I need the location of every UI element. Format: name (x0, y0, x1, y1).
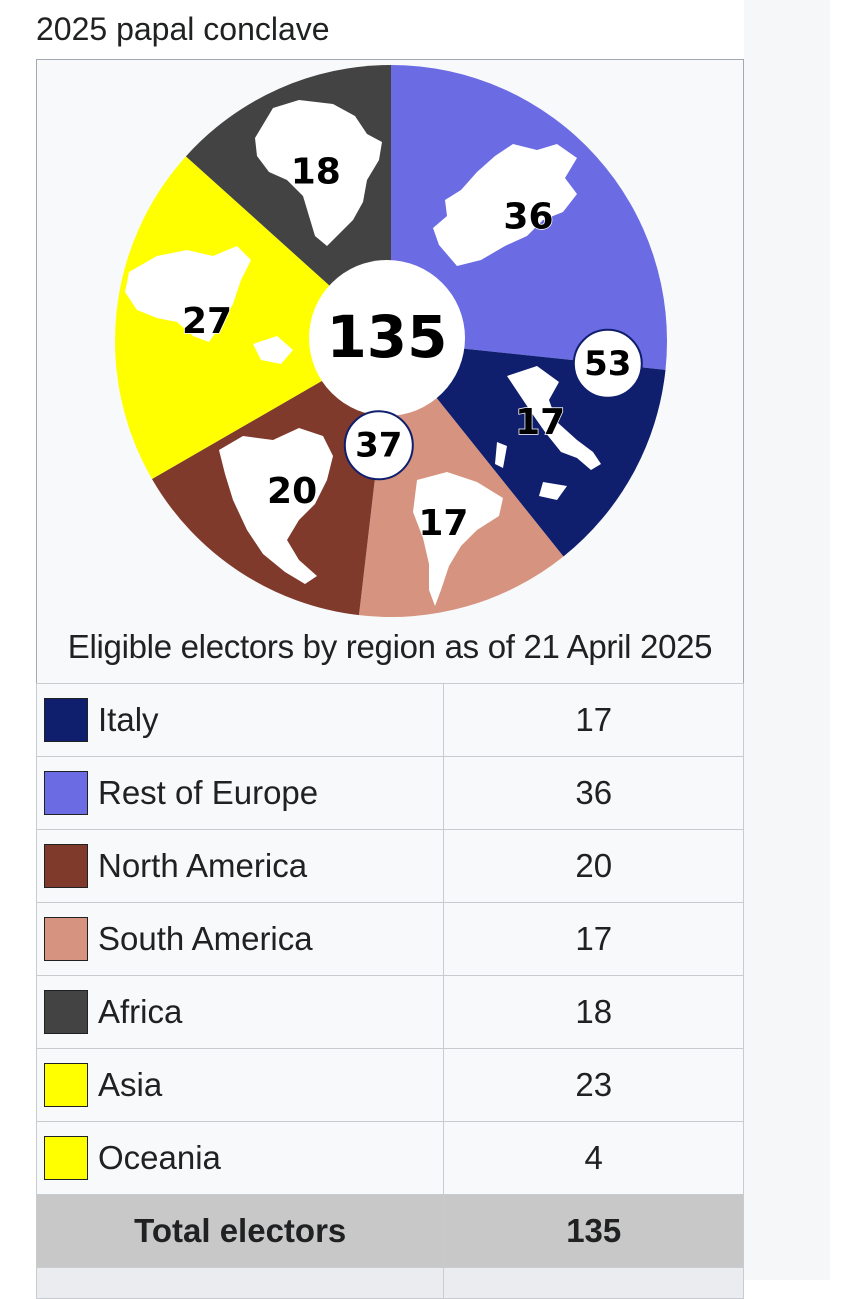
legend-swatch (44, 771, 88, 815)
legend-row: Rest of Europe 36 (35, 756, 744, 830)
legend-label-cell: Africa (35, 975, 445, 1049)
legend-label-cell: North America (35, 829, 445, 903)
asia-oceania-map-icon (125, 246, 293, 364)
page-margin (744, 0, 830, 1280)
legend-label-cell: Asia (35, 1048, 445, 1122)
legend-swatch (44, 844, 88, 888)
legend-label: Rest of Europe (98, 774, 319, 811)
slice-value-label: 17 (515, 402, 565, 443)
pie-chart: 36 17 17 20 27 18 135 53 37 (37, 60, 743, 620)
legend-label-cell: Oceania (35, 1121, 445, 1195)
slice-labels: 36 17 17 20 27 18 135 53 37 (181, 151, 643, 545)
footer-cell (443, 1267, 744, 1299)
north-america-map-icon (219, 428, 333, 584)
slice-value-label: 20 (267, 471, 317, 512)
slice-value-label: 27 (182, 301, 232, 342)
total-center-label: 135 (326, 303, 447, 371)
legend-swatch (44, 990, 88, 1034)
total-label: Total electors (35, 1194, 445, 1268)
legend-row: Oceania 4 (35, 1121, 744, 1195)
legend-swatch (44, 917, 88, 961)
slice-value-label: 17 (418, 503, 468, 544)
africa-map-icon (255, 100, 382, 246)
legend-value: 17 (443, 902, 744, 976)
footer-cell (35, 1267, 445, 1299)
group-badge (572, 328, 643, 399)
legend-label-cell: South America (35, 902, 445, 976)
legend-value: 20 (443, 829, 744, 903)
slice-value-label: 36 (503, 197, 553, 238)
legend-label: Africa (98, 993, 183, 1030)
legend-row: Italy 17 (35, 683, 744, 757)
legend-value: 4 (443, 1121, 744, 1195)
chart-caption: Eligible electors by region as of 21 Apr… (67, 628, 713, 665)
legend-value: 17 (443, 683, 744, 757)
legend-label: Oceania (98, 1139, 221, 1176)
legend-label-cell: Italy (35, 683, 445, 757)
europe-map-icon (433, 144, 577, 266)
south-america-map-icon (413, 472, 503, 606)
legend-swatch (44, 698, 88, 742)
slice-value-label: 18 (291, 151, 341, 192)
legend-label: North America (98, 847, 308, 884)
legend-value: 36 (443, 756, 744, 830)
legend-swatch (44, 1136, 88, 1180)
legend-value: 23 (443, 1048, 744, 1122)
legend-label: South America (98, 920, 313, 957)
table-footer-row (35, 1267, 744, 1299)
legend-label: Italy (98, 701, 159, 738)
legend-row: Asia 23 (35, 1048, 744, 1122)
total-row: Total electors 135 (35, 1194, 744, 1268)
pie-chart-svg: 36 17 17 20 27 18 135 53 37 (115, 65, 667, 617)
total-value: 135 (443, 1194, 744, 1268)
infobox: 36 17 17 20 27 18 135 53 37 Eligible electors by… (35, 59, 744, 1299)
group-total-label: 53 (584, 344, 631, 384)
page-title: 2025 papal conclave (36, 11, 330, 47)
group-total-label: 37 (355, 425, 402, 465)
legend-table: Italy 17 Rest of Europe 36 North America 20 So… (35, 683, 744, 1299)
legend-label: Asia (98, 1066, 163, 1103)
italy-map-icon (495, 366, 601, 500)
legend-row: North America 20 (35, 829, 744, 903)
legend-value: 18 (443, 975, 744, 1049)
legend-row: South America 17 (35, 902, 744, 976)
pie-slice (115, 156, 391, 479)
legend-label-cell: Rest of Europe (35, 756, 445, 830)
group-badge (343, 410, 414, 481)
region-maps (125, 100, 601, 606)
center-disc (309, 260, 465, 416)
legend-row: Africa 18 (35, 975, 744, 1049)
legend-swatch (44, 1063, 88, 1107)
